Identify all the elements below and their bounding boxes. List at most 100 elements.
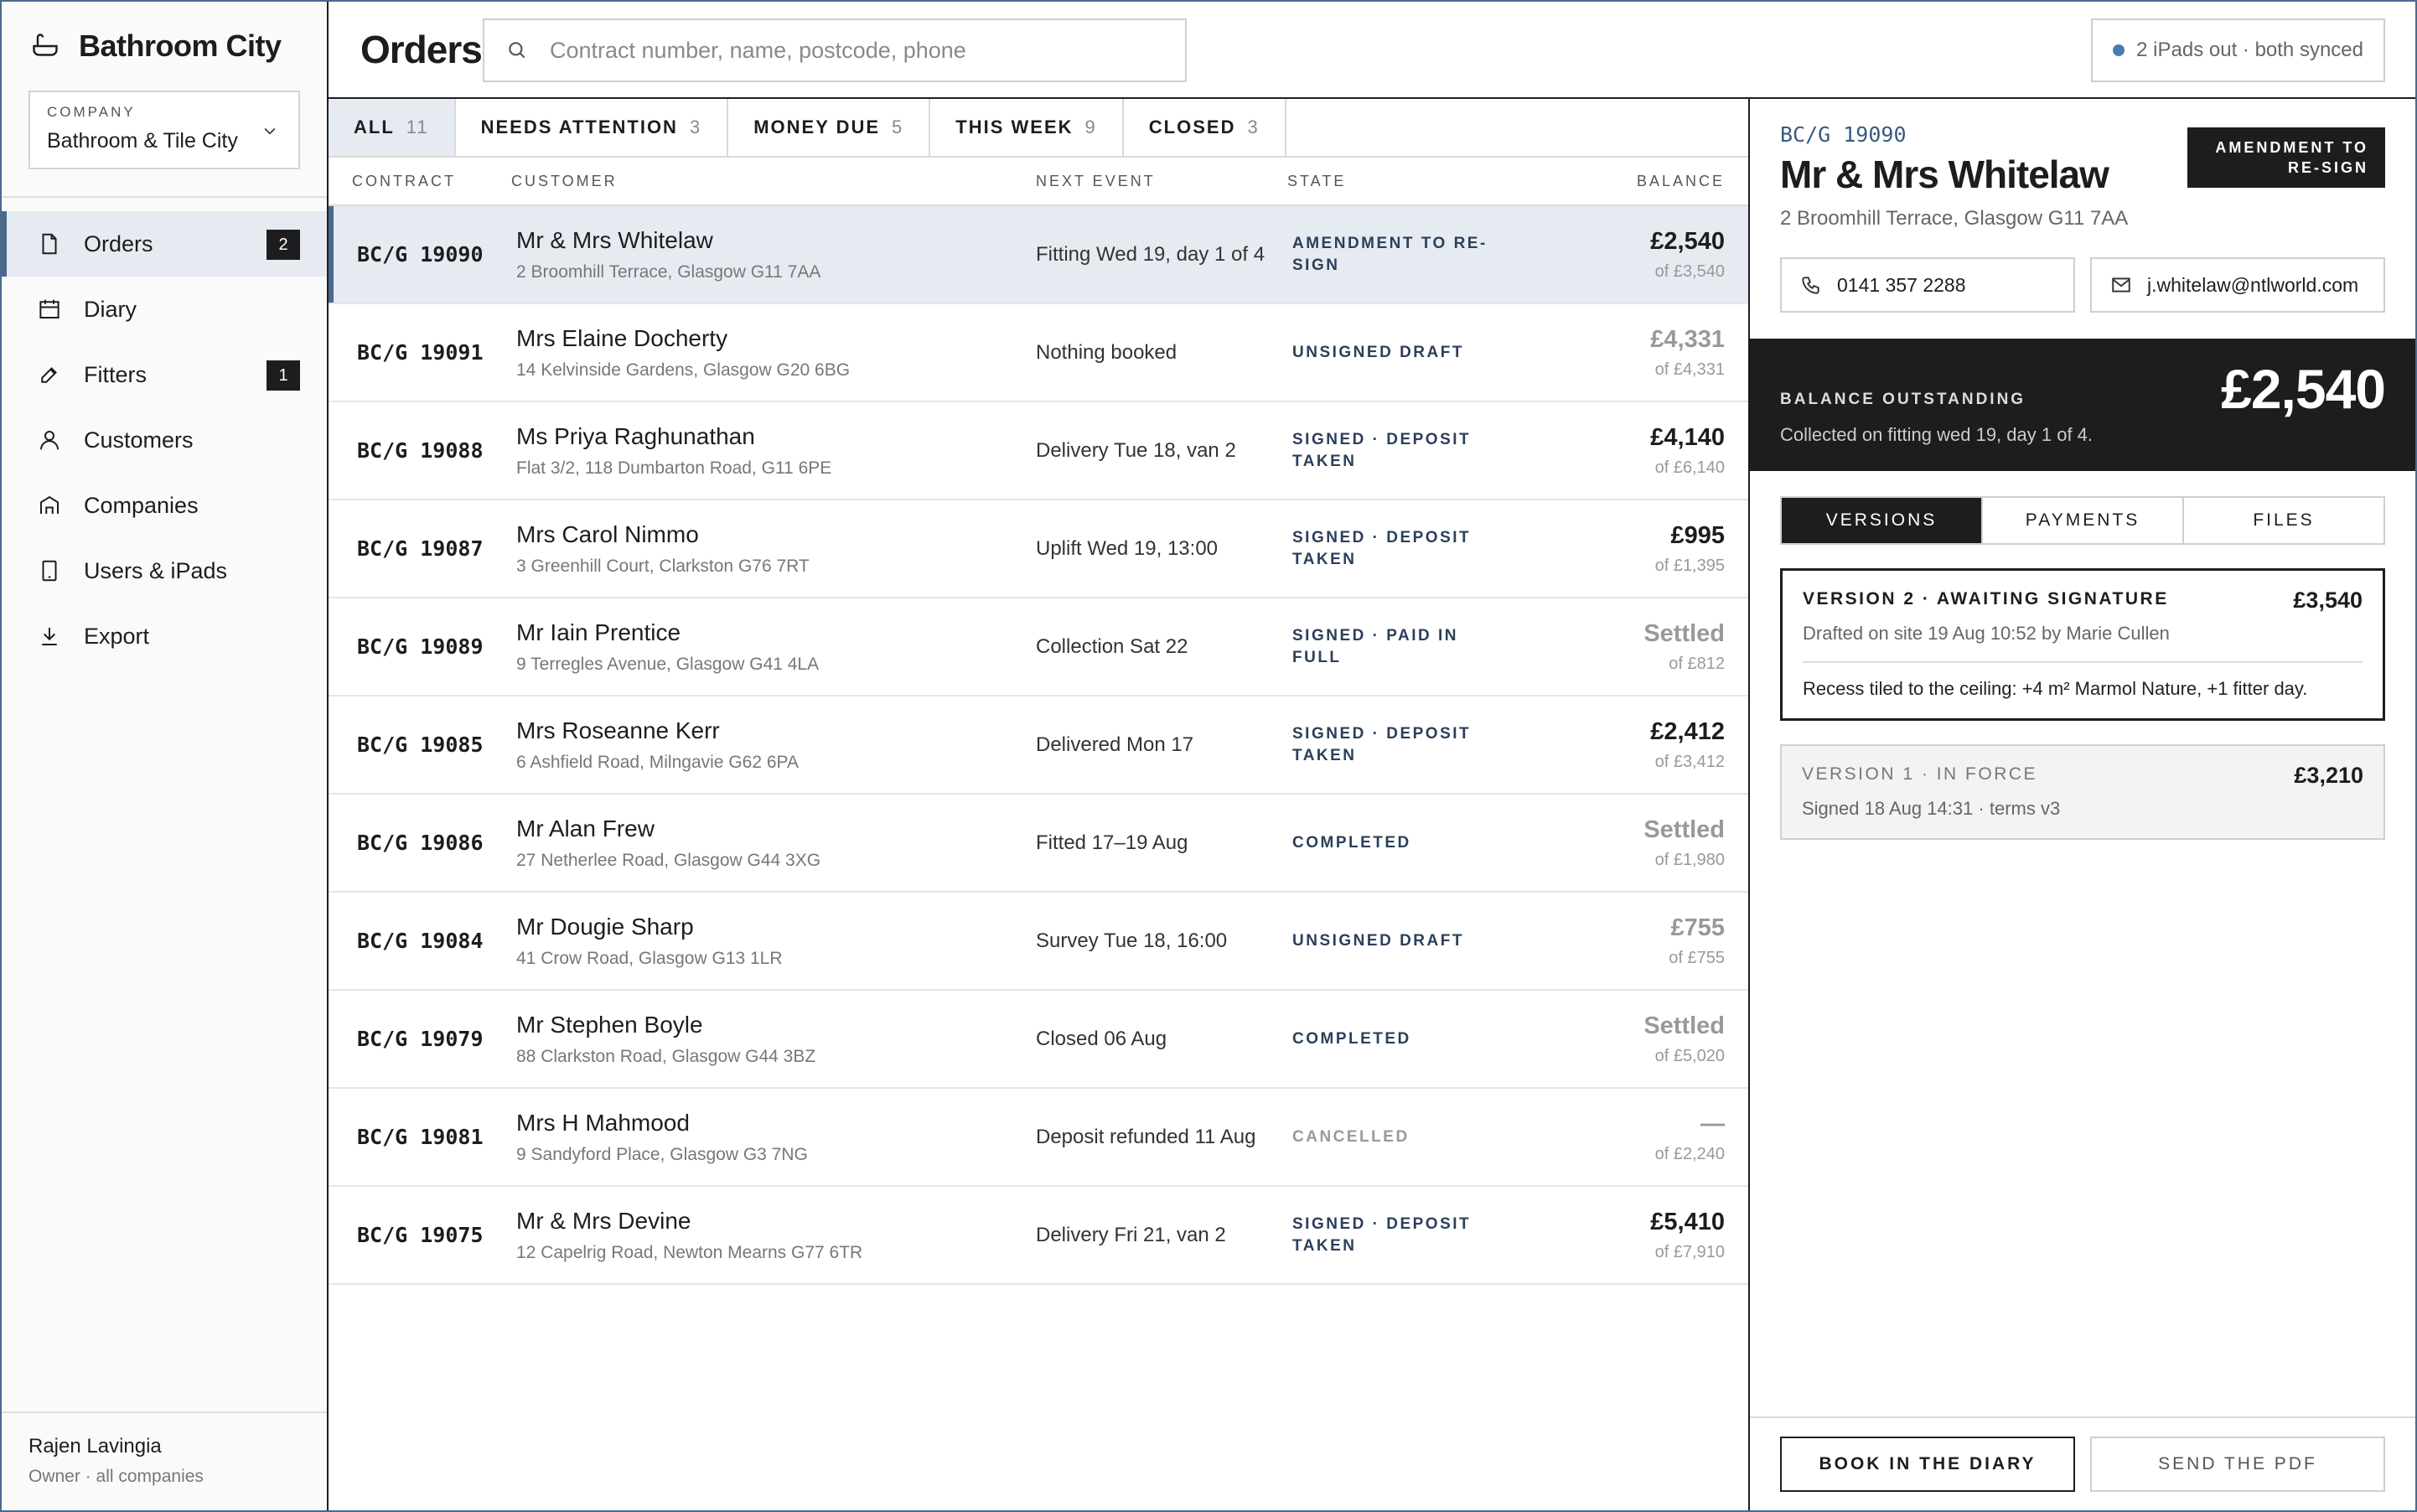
contract-number: BC/G 19086	[357, 831, 484, 855]
tab-closed[interactable]: CLOSED 3	[1124, 99, 1286, 156]
main-area: Orders 2 iPads out · both synced ALL 11 NE…	[329, 2, 2415, 1510]
contract-number: BC/G 19088	[357, 438, 484, 463]
tab-all[interactable]: ALL 11	[329, 99, 456, 156]
table-row[interactable]: BC/G 19087 Mrs Carol Nimmo 3 Greenhill Cou…	[329, 500, 1748, 598]
table-row[interactable]: BC/G 19085 Mrs Roseanne Kerr 6 Ashfield Ro…	[329, 696, 1748, 795]
version-card[interactable]: VERSION 1 · IN FORCE £3,210 Signed 18 Aug …	[1780, 744, 2385, 840]
balance-due: —	[1700, 1110, 1725, 1137]
order-state: SIGNED · DEPOSIT TAKEN	[1292, 724, 1472, 764]
customer-cell: Mr Dougie Sharp 41 Crow Road, Glasgow G13…	[506, 914, 1031, 969]
version-amount: £3,210	[2294, 763, 2363, 788]
column-contract[interactable]: CONTRACT	[352, 172, 456, 189]
table-row[interactable]: BC/G 19075 Mr & Mrs Devine 12 Capelrig Roa…	[329, 1187, 1748, 1285]
customer-name: Mr Iain Prentice	[516, 619, 681, 645]
state-cell: UNSIGNED DRAFT	[1282, 342, 1534, 364]
sidebar-nav: Orders 2 Diary Fitters 1 Customers Companies Us…	[2, 211, 327, 669]
version-meta: Drafted on site 19 Aug 10:52 by Marie Cu…	[1803, 623, 2170, 644]
table-header: CONTRACT CUSTOMER NEXT EVENT STATE BALAN…	[329, 158, 1748, 206]
next-event: Survey Tue 18, 16:00	[1036, 929, 1228, 952]
balance-cell: £5,410 of £7,910	[1534, 1209, 1748, 1262]
customer-address: 3 Greenhill Court, Clarkston G76 7RT	[516, 556, 810, 576]
balance-cell: £995 of £1,395	[1534, 522, 1748, 576]
customer-cell: Mrs H Mahmood 9 Sandyford Place, Glasgow …	[506, 1110, 1031, 1165]
order-state: SIGNED · DEPOSIT TAKEN	[1292, 1214, 1472, 1255]
table-row[interactable]: BC/G 19091 Mrs Elaine Docherty 14 Kelvinsi…	[329, 304, 1748, 402]
brand-name: Bathroom City	[79, 28, 282, 63]
tab-versions[interactable]: VERSIONS	[1782, 498, 1983, 543]
brand: Bathroom City	[2, 2, 327, 91]
sidebar-item-companies[interactable]: Companies	[2, 473, 327, 538]
balance-cell: £4,140 of £6,140	[1534, 424, 1748, 478]
company-select[interactable]: COMPANY Bathroom & Tile City	[28, 91, 300, 169]
balance-due: £4,331	[1650, 325, 1725, 353]
tab-needs-attention[interactable]: NEEDS ATTENTION 3	[456, 99, 729, 156]
table-row[interactable]: BC/G 19081 Mrs H Mahmood 9 Sandyford Place…	[329, 1089, 1748, 1187]
column-balance[interactable]: BALANCE	[1636, 172, 1725, 189]
sidebar-item-fitters[interactable]: Fitters 1	[2, 342, 327, 407]
customer-address: 14 Kelvinside Gardens, Glasgow G20 6BG	[516, 360, 851, 380]
table-row[interactable]: BC/G 19084 Mr Dougie Sharp 41 Crow Road, G…	[329, 893, 1748, 991]
column-customer[interactable]: CUSTOMER	[511, 172, 618, 189]
tab-files[interactable]: FILES	[2253, 510, 2315, 530]
sidebar-item-orders[interactable]: Orders 2	[2, 211, 327, 277]
status-badge: AMENDMENT TO RE-SIGN	[2187, 127, 2385, 188]
page-title: Orders	[360, 28, 483, 71]
phone-icon	[1802, 277, 1819, 294]
search-input[interactable]	[550, 37, 1170, 64]
next-event: Delivery Fri 21, van 2	[1036, 1223, 1226, 1246]
customer-cell: Mr & Mrs Devine 12 Capelrig Road, Newton …	[506, 1208, 1031, 1263]
phone-button[interactable]: 0141 357 2288	[1780, 257, 2075, 313]
send-pdf-button[interactable]: SEND THE PDF	[2090, 1437, 2385, 1492]
balance-due: Settled	[1643, 1012, 1725, 1039]
version-card[interactable]: VERSION 2 · AWAITING SIGNATURE £3,540 Draf…	[1780, 568, 2385, 721]
search-box[interactable]	[483, 18, 1187, 82]
customer-address: 2 Broomhill Terrace, Glasgow G11 7AA	[516, 261, 821, 282]
tab-money-due[interactable]: MONEY DUE 5	[728, 99, 931, 156]
building-icon	[40, 495, 59, 514]
tab-this-week[interactable]: THIS WEEK 9	[930, 99, 1124, 156]
customer-cell: Mr Stephen Boyle 88 Clarkston Road, Glasg…	[506, 1012, 1031, 1067]
balance-cell: £2,540 of £3,540	[1534, 228, 1748, 282]
balance-total: of £812	[1669, 654, 1725, 673]
order-state: SIGNED · DEPOSIT TAKEN	[1292, 430, 1472, 470]
company-value: Bathroom & Tile City	[47, 129, 238, 153]
sync-status[interactable]: 2 iPads out · both synced	[2091, 18, 2385, 82]
detail-tabs: VERSIONS PAYMENTS FILES	[1780, 496, 2385, 545]
customer-name: Mr & Mrs Devine	[516, 1207, 691, 1234]
tab-count: 5	[892, 117, 904, 137]
next-event: Fitting Wed 19, day 1 of 4	[1036, 242, 1265, 266]
balance-due: £2,412	[1650, 717, 1725, 745]
count-badge: 1	[267, 360, 300, 391]
sidebar-item-export[interactable]: Export	[2, 603, 327, 669]
table-row[interactable]: BC/G 19088 Ms Priya Raghunathan Flat 3/2, …	[329, 402, 1748, 500]
email-button[interactable]: j.whitelaw@ntlworld.com	[2090, 257, 2385, 313]
table-row[interactable]: BC/G 19089 Mr Iain Prentice 9 Terregles Av…	[329, 598, 1748, 696]
book-in-diary-button[interactable]: BOOK IN THE DIARY	[1780, 1437, 2075, 1492]
current-user[interactable]: Rajen Lavingia Owner · all companies	[2, 1411, 327, 1510]
content: ALL 11 NEEDS ATTENTION 3 MONEY DUE 5 THIS WEEK…	[329, 99, 2415, 1510]
sidebar-item-diary[interactable]: Diary	[2, 277, 327, 342]
table-row[interactable]: BC/G 19090 Mr & Mrs Whitelaw 2 Broomhill T…	[329, 206, 1748, 304]
customer-name: Mr Stephen Boyle	[516, 1011, 703, 1038]
chevron-down-icon	[264, 127, 276, 135]
tab-payments[interactable]: PAYMENTS	[1983, 498, 2184, 543]
tab-count: 3	[689, 117, 702, 137]
order-state: SIGNED · PAID IN FULL	[1292, 626, 1458, 666]
sidebar-item-users-ipads[interactable]: Users & iPads	[2, 538, 327, 603]
balance-total: of £2,240	[1654, 1144, 1725, 1163]
column-next-event[interactable]: NEXT EVENT	[1036, 172, 1156, 189]
next-event: Fitted 17–19 Aug	[1036, 831, 1188, 854]
contract-number: BC/G 19089	[357, 634, 484, 659]
sidebar-item-label: Companies	[84, 492, 199, 518]
column-state[interactable]: STATE	[1287, 172, 1347, 189]
detail-contract: BC/G 19090	[1780, 122, 1907, 147]
sidebar-item-customers[interactable]: Customers	[2, 407, 327, 473]
customer-name: Mrs Elaine Docherty	[516, 324, 728, 351]
table-row[interactable]: BC/G 19079 Mr Stephen Boyle 88 Clarkston R…	[329, 991, 1748, 1089]
document-icon	[42, 233, 57, 255]
table-row[interactable]: BC/G 19086 Mr Alan Frew 27 Netherlee Road,…	[329, 795, 1748, 893]
order-state: SIGNED · DEPOSIT TAKEN	[1292, 528, 1472, 568]
balance-cell: — of £2,240	[1534, 1111, 1748, 1164]
state-cell: CANCELLED	[1282, 1126, 1534, 1148]
state-cell: COMPLETED	[1282, 832, 1534, 854]
